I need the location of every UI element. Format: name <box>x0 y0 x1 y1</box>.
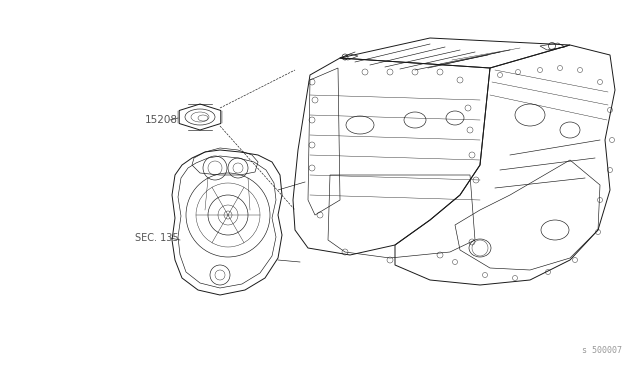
Text: SEC. 135: SEC. 135 <box>135 233 179 243</box>
Text: s 500007: s 500007 <box>582 346 622 355</box>
Text: 15208: 15208 <box>145 115 178 125</box>
